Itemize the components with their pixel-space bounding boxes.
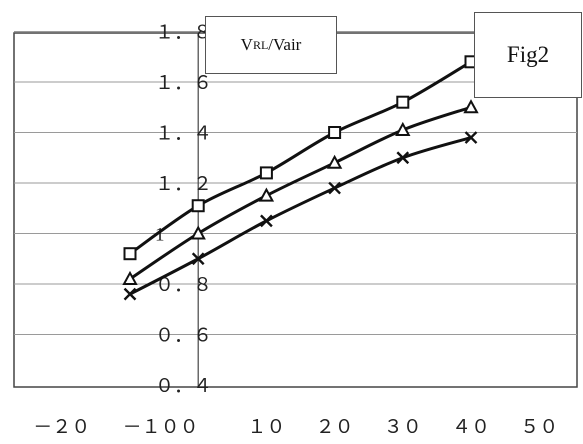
series-group [122,55,479,301]
x-tick-label: ２０ [316,417,354,438]
figure-label-text: Fig2 [506,42,550,67]
data-point-triangle [326,154,343,169]
data-point-triangle [122,270,138,285]
y-tick-label: ０．６ [155,326,212,347]
x-tick-label: ５０ [520,417,558,438]
data-point-cross [396,151,410,165]
series-line [129,105,472,281]
y-tick-label: １．６ [155,73,212,94]
data-point-cross [123,287,137,301]
series-triangle [122,99,479,285]
data-point-cross [328,181,341,195]
data-point-square [123,247,137,261]
y-axis-label-subscript: RL [252,37,269,52]
x-tick-label: －１００ [123,417,199,438]
data-point-triangle [190,225,206,240]
data-point-cross [464,131,478,144]
y-tick-label: ０．８ [155,275,212,296]
data-point-square [259,166,273,180]
data-point-triangle [258,187,275,202]
data-point-square [396,95,410,109]
series-cross [123,131,478,301]
figure-label: Fig2 [474,12,582,98]
y-tick-label: ０．４ [155,376,212,397]
series-line [129,136,472,296]
y-tick-label: １．２ [155,174,212,195]
x-tick-label: ４０ [452,417,490,438]
data-point-square [328,126,342,139]
y-tick-label: 1 [155,225,165,246]
x-tick-label: １０ [247,417,285,438]
x-tick-label: ３０ [384,417,422,438]
data-point-triangle [395,121,411,136]
x-tick-label: －２０ [33,417,90,438]
y-axis-label: V RL/Vair [205,16,337,74]
y-tick-label: １．４ [155,124,212,145]
data-point-cross [191,252,205,266]
y-tick-label: １．８ [155,23,212,44]
data-point-square [191,199,205,213]
data-point-triangle [463,99,479,114]
y-axis-label-suffix: /Vair [268,35,302,54]
data-point-cross [260,214,273,228]
y-axis-label-prefix: V [240,35,253,54]
x-tick-labels: －２０ －１００ １０ ２０ ３０ ４０ ５０ [33,417,558,438]
y-tick-labels: ０．４ ０．６ ０．８ 1 １．２ １．４ １．６ １．８ [155,23,212,398]
series-square [123,55,478,261]
